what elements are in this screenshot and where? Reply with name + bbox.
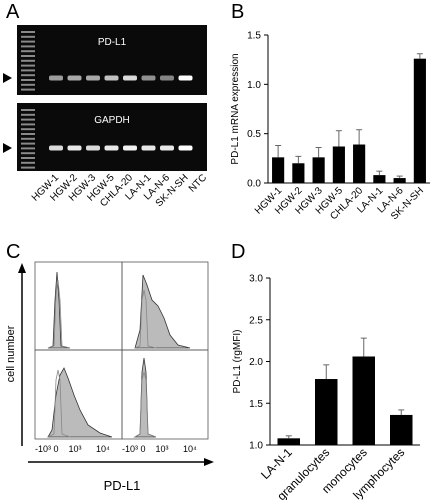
ladder-band <box>21 45 35 48</box>
y-label: PD-L1 (rgMFI) <box>232 330 243 394</box>
x-tick-label: -10³ <box>35 444 51 454</box>
ladder-band <box>21 128 35 131</box>
x-tick-label: 10³ <box>68 444 81 454</box>
gel-band <box>104 145 119 151</box>
ladder-band <box>21 79 35 81</box>
ladder-band <box>21 133 35 135</box>
y-tick-label: 2.5 <box>249 315 263 326</box>
y-tick-label: 1.5 <box>249 399 263 410</box>
arrow-head <box>18 263 26 273</box>
panel-label: A <box>6 1 20 23</box>
gel-band <box>178 145 193 151</box>
x-tick-label: 0 <box>53 444 58 454</box>
bar <box>332 146 345 183</box>
y-tick-label: 1.0 <box>249 441 263 452</box>
y-tick-label: 1.5 <box>247 31 261 42</box>
gel-band <box>123 145 137 151</box>
gel-band <box>160 145 174 151</box>
ladder-band <box>21 31 35 33</box>
ladder-band <box>21 74 35 77</box>
bar <box>413 58 426 183</box>
bar <box>390 414 413 445</box>
y-label: PD-L1 mRNA expression <box>230 53 241 164</box>
arrowhead <box>3 73 12 83</box>
ladder-band <box>21 123 35 126</box>
ladder-band <box>21 166 35 169</box>
gel-band <box>49 75 63 81</box>
ladder-band <box>21 50 35 53</box>
bar <box>373 175 386 183</box>
bar <box>277 438 300 445</box>
bar <box>352 356 375 445</box>
y-label: cell number <box>5 325 17 382</box>
ladder-band <box>21 142 35 145</box>
flow-panels <box>34 261 209 440</box>
x-tick-label: 0 <box>140 444 145 454</box>
gel-band <box>178 75 193 81</box>
gel-band <box>160 75 174 81</box>
ladder-band <box>21 40 35 43</box>
ladder-band <box>21 88 35 91</box>
ladder-band <box>21 64 35 67</box>
x-tick-label: 10⁴ <box>183 444 197 454</box>
panel-label: C <box>6 241 20 263</box>
ladder-band <box>21 35 35 38</box>
ladder-band <box>21 113 35 116</box>
x-label: PD-L1 <box>104 478 141 493</box>
x-tick-label: 10⁴ <box>96 444 110 454</box>
arrow-head <box>204 458 214 466</box>
ladder-band <box>21 152 35 155</box>
bar <box>312 157 325 183</box>
gel-band <box>67 145 82 151</box>
y-tick-label: 2.0 <box>249 357 263 368</box>
bar <box>393 178 406 183</box>
y-tick-label: 0.5 <box>247 129 261 140</box>
panel-label: D <box>231 241 245 263</box>
gel <box>17 103 207 171</box>
arrowhead <box>3 143 12 153</box>
flow-histograms <box>47 271 191 438</box>
ladder-band <box>21 55 35 57</box>
bar <box>292 163 305 183</box>
ladder-band <box>21 161 35 164</box>
ladder-band <box>21 69 35 72</box>
gel-band <box>49 145 63 151</box>
y-tick-label: 0.0 <box>247 179 261 190</box>
gel-band <box>141 75 156 81</box>
gel-band <box>67 75 82 81</box>
x-tick-label: -10³ <box>122 444 138 454</box>
ladder-band <box>21 157 35 159</box>
gel-band <box>104 75 119 81</box>
flow-isotype <box>47 279 157 438</box>
ladder-band <box>21 59 35 62</box>
ladder-band <box>21 137 35 140</box>
x-tick-label: 10³ <box>155 444 168 454</box>
bar <box>272 157 285 183</box>
gel-band <box>141 145 156 151</box>
gel <box>17 25 207 95</box>
gel-label: PD-L1 <box>98 37 127 48</box>
ladder-band <box>21 83 35 86</box>
bar <box>315 379 338 445</box>
panel-label: B <box>231 1 244 23</box>
gel-label: GAPDH <box>94 115 130 126</box>
gel-band <box>86 145 100 151</box>
bar <box>353 144 366 183</box>
ladder-band <box>21 118 35 121</box>
y-tick-label: 1.0 <box>247 80 261 91</box>
y-tick-label: 3.0 <box>249 274 263 285</box>
ladder-band <box>21 109 35 111</box>
gel-band <box>123 75 137 81</box>
ladder-band <box>21 147 35 150</box>
gel-band <box>86 75 100 81</box>
